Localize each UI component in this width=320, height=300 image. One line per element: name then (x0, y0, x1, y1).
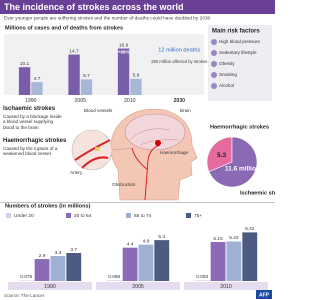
pie-value-label: 11.6 million (225, 166, 260, 173)
risk-item: Smoking (219, 72, 237, 77)
value-label: 6.42 (245, 226, 255, 232)
risk-icon (211, 50, 217, 56)
bar (130, 78, 142, 95)
legend-swatch (126, 213, 131, 218)
pie-slice (206, 136, 233, 173)
chart-title: Numbers of strokes (in millions) (5, 203, 91, 209)
title-banner (0, 0, 275, 14)
bar (154, 240, 170, 281)
bar (68, 54, 80, 95)
diagram-label: Obstruction (112, 182, 136, 187)
x-tick-label: 2005 (132, 284, 144, 290)
x-tick-label: 2010 (124, 98, 136, 104)
bar (34, 259, 50, 281)
annotation: 260 million affected by strokes (151, 59, 207, 64)
diagram-label: Brain (180, 108, 191, 113)
pie-value-label: 5.3 (217, 152, 226, 159)
bar (194, 280, 210, 281)
source: Source: The Lancet (4, 293, 45, 298)
bar (80, 79, 93, 95)
logo-box (256, 290, 272, 299)
value-label: 2.9 (39, 253, 46, 259)
value-label: 10.1 (20, 61, 30, 67)
legend-label: 20 to 64 (74, 213, 92, 219)
pie-category-label: Ischaemic strokes (240, 190, 275, 196)
value-label: 4.8 (143, 238, 150, 244)
chart: The incidence of strokes across the worl… (0, 0, 275, 299)
risk-item: Sedentary lifestyle (219, 50, 257, 55)
risk-item: Obesity (219, 61, 235, 66)
value-label: 16.9 (119, 42, 129, 48)
x-tick-label: 2005 (74, 98, 86, 104)
annotation: 12 million deaths (158, 47, 200, 53)
bar (106, 280, 122, 281)
value-label: 4.7 (34, 76, 41, 82)
title: The incidence of strokes across the worl… (4, 2, 184, 12)
annotation: +68% (118, 50, 130, 55)
bar (122, 247, 138, 281)
infographic: The incidence of strokes across the worl… (0, 0, 275, 300)
value-label: 3.7 (70, 247, 77, 253)
legend-label: Under 20 (14, 213, 34, 219)
category-band (184, 282, 268, 290)
bar (226, 241, 242, 281)
value-label: 0.086 (108, 274, 120, 280)
value-label: 5.7 (83, 73, 90, 79)
bar (18, 67, 31, 95)
bar (117, 48, 130, 95)
diagram-label: Artery (70, 170, 83, 175)
legend-swatch (6, 213, 11, 218)
bar (138, 244, 154, 281)
divider (0, 202, 275, 203)
chart-title: Millions of cases and of deaths from str… (5, 25, 123, 31)
bar (18, 280, 34, 281)
bar (242, 232, 258, 281)
stroke-type-name: Ischaemic strokes (3, 106, 56, 112)
subtitle: Ever younger people are suffering stroke… (4, 15, 211, 21)
logo: AFP (259, 292, 270, 298)
legend-label: 75+ (194, 213, 202, 219)
diagram-label: Haemorrhage (160, 150, 189, 155)
stroke-type-description: Caused by the rupture of a weakened bloo… (3, 146, 58, 157)
value-label: 14.7 (69, 48, 79, 54)
value-label: 3.3 (55, 250, 62, 256)
pie-category-label: Haemorrhagic strokes (210, 124, 269, 130)
bar (31, 82, 43, 95)
x-tick-label: 2030 (173, 98, 185, 104)
risk-item: Alcohol (219, 83, 234, 88)
x-tick-label: 2010 (220, 284, 232, 290)
risk-icon (211, 39, 217, 45)
category-band (96, 282, 180, 290)
pie-slice (208, 136, 258, 188)
risk-box (208, 25, 272, 101)
diagram-label: Blood vessels (84, 108, 113, 113)
value-label: 5.9 (133, 73, 140, 79)
brain-diagram (71, 108, 198, 201)
stroke-type-name: Haemorrhagic strokes (3, 138, 67, 144)
risk-icon (211, 72, 217, 78)
bar (210, 242, 226, 281)
stroke-type-description: Caused by a blockage inside a blood vess… (3, 114, 62, 130)
category-band (8, 282, 92, 290)
legend-swatch (66, 213, 71, 218)
x-tick-label: 1990 (44, 284, 56, 290)
x-tick-label: 1990 (25, 98, 37, 104)
value-label: 5.15 (213, 236, 223, 242)
value-label: 0.083 (196, 274, 208, 280)
bar (66, 252, 82, 281)
value-label: 0.075 (20, 274, 32, 280)
risk-item: High blood pressure (219, 39, 261, 44)
risk-title: Main risk factors (212, 29, 260, 35)
risk-icon (211, 83, 217, 89)
value-label: 5.22 (229, 235, 239, 241)
value-label: 5.4 (158, 234, 165, 240)
legend-label: 65 to 74 (134, 213, 152, 219)
legend-swatch (186, 213, 191, 218)
bar (50, 256, 66, 281)
value-label: 4.4 (127, 241, 134, 247)
risk-icon (211, 61, 217, 67)
